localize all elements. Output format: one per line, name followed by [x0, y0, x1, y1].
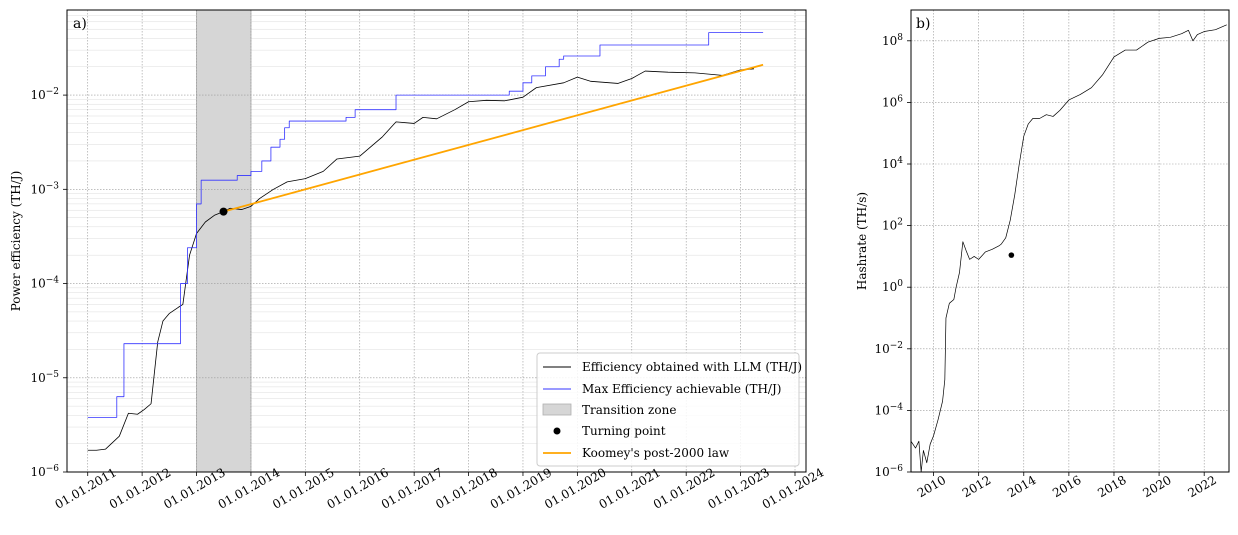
y-tick-label: 10−3: [30, 181, 59, 196]
transition-zone-band: [196, 9, 252, 473]
x-tick-label: 2022: [1185, 473, 1218, 500]
y-tick-label: 10−2: [30, 87, 59, 102]
panel-a-series: [87, 32, 764, 451]
series-max-efficiency: [87, 32, 764, 418]
y-tick-label: 100: [882, 279, 903, 294]
panel-a-y-label: Power efficiency (TH/J): [9, 171, 23, 312]
panel-a-legend: Efficiency obtained with LLM (TH/J) Max …: [536, 352, 802, 467]
panel-b-y-label: Hashrate (TH/s): [855, 192, 869, 290]
legend-label-zone: Transition zone: [582, 403, 676, 417]
series-llm-efficiency: [87, 68, 755, 451]
y-tick-label: 10−6: [30, 464, 59, 479]
panel-a-x-axis: 01.01.201101.01.201201.01.201301.01.2014…: [52, 465, 826, 512]
y-tick-label: 10−2: [874, 341, 903, 356]
series-koomey-law: [223, 63, 764, 213]
panel-a-points: [219, 207, 228, 216]
y-tick-label: 106: [882, 94, 903, 109]
panel-b-series: [911, 24, 1227, 472]
panel-a-minor-grid: [67, 9, 806, 444]
series-hashrate: [911, 24, 1227, 472]
legend-label-koomey: Koomey's post-2000 law: [582, 446, 730, 460]
panel-a-label: a): [73, 16, 87, 32]
panel-b: 2010 2012 2014 2016 2018 2020 2022 10−610−410−…: [855, 9, 1230, 500]
y-tick-label: 10−4: [30, 276, 59, 291]
legend-label-turning-point: Turning point: [582, 424, 666, 438]
y-tick-label: 108: [882, 33, 903, 48]
transition-zone: [196, 9, 252, 473]
y-tick-label: 102: [882, 218, 903, 233]
turning-point-marker: [1008, 252, 1015, 258]
legend-label-max: Max Efficiency achievable (TH/J): [582, 382, 781, 396]
panel-b-points: [1008, 252, 1015, 258]
panel-b-label: b): [916, 16, 930, 32]
legend-marker-turning-point: [553, 427, 561, 435]
legend-label-llm: Efficiency obtained with LLM (TH/J): [582, 360, 802, 374]
x-tick-label: 2016: [1050, 473, 1083, 500]
x-tick-label: 2012: [960, 473, 993, 500]
panel-b-y-axis: 10−6 10−4 10−2 100 102 104 106 108: [874, 33, 911, 479]
panel-b-x-axis: 2010 2012 2014 2016 2018 2020 2022: [915, 472, 1219, 500]
legend-box: [536, 352, 800, 467]
x-tick-label: 2020: [1140, 473, 1173, 500]
panel-a: 01.01.201101.01.201201.01.201301.01.2014…: [9, 9, 827, 512]
x-tick-label: 2018: [1095, 473, 1128, 500]
legend-swatch-zone: [542, 403, 572, 416]
y-tick-label: 10−4: [874, 402, 903, 417]
panel-a-y-axis: 10−6 10−5 10−4 10−3 10−2: [30, 87, 67, 479]
y-tick-label: 10−6: [874, 464, 903, 479]
x-tick-label: 2014: [1005, 473, 1039, 501]
panel-a-frame: [66, 9, 807, 473]
panel-b-frame: [910, 9, 1230, 473]
panel-b-background: [911, 10, 1229, 472]
x-tick-label: 2010: [915, 473, 948, 500]
y-tick-label: 10−5: [30, 370, 59, 385]
turning-point-marker: [219, 207, 228, 216]
y-tick-label: 104: [882, 156, 903, 171]
